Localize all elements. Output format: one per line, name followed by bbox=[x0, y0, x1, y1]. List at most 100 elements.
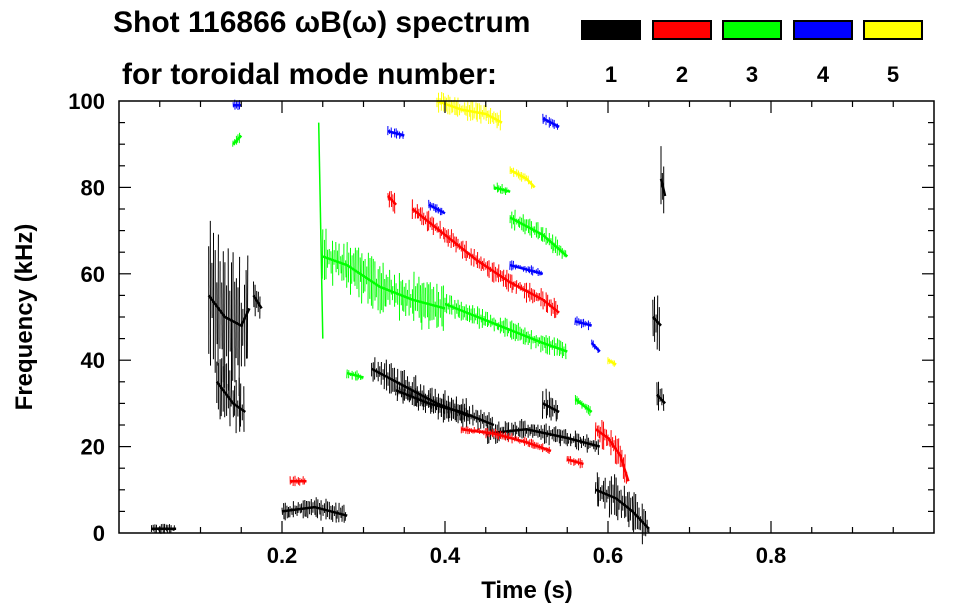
mode-1-segment bbox=[150, 523, 177, 534]
mode-1-texture bbox=[477, 410, 479, 431]
mode-1-segment bbox=[395, 382, 495, 432]
mode-3-segment bbox=[317, 122, 324, 339]
mode-2-texture bbox=[473, 248, 475, 267]
legend-swatch-2 bbox=[652, 20, 712, 40]
legend-swatch-1 bbox=[581, 20, 641, 40]
mode-1-segment bbox=[542, 388, 560, 422]
mode-1-texture bbox=[402, 384, 404, 404]
mode-3-segment bbox=[509, 209, 569, 259]
y-tick-label: 20 bbox=[81, 435, 105, 460]
mode-1-texture bbox=[383, 363, 386, 390]
mode-3-texture bbox=[506, 318, 508, 337]
mode-4-texture bbox=[402, 131, 404, 139]
mode-1-texture bbox=[556, 429, 558, 442]
mode-1-texture bbox=[299, 504, 301, 514]
mode-4-texture bbox=[517, 264, 519, 269]
legend-label-2: 2 bbox=[675, 62, 689, 87]
mode-1-texture bbox=[555, 400, 557, 422]
legend-swatch-5 bbox=[863, 20, 923, 40]
mode-4-segment bbox=[574, 316, 593, 331]
mode-3-texture bbox=[519, 216, 521, 228]
mode-2-trace bbox=[411, 208, 560, 314]
mode-1-segment bbox=[485, 418, 601, 455]
mode-2-texture bbox=[552, 302, 554, 314]
legend-label-1: 1 bbox=[604, 62, 618, 87]
mode-1-texture bbox=[246, 255, 249, 359]
mode-2-segment bbox=[411, 199, 560, 319]
mode-5-segment bbox=[607, 357, 617, 367]
mode-1-texture bbox=[550, 430, 552, 437]
mode-1-texture bbox=[580, 438, 583, 449]
mode-1-texture bbox=[238, 256, 241, 397]
mode-2-texture bbox=[553, 297, 556, 319]
mode-4-texture bbox=[555, 123, 557, 128]
mode-5-segment bbox=[509, 166, 536, 189]
mode-4-texture bbox=[512, 260, 514, 270]
mode-1-texture bbox=[316, 499, 319, 519]
mode-2-texture bbox=[512, 281, 514, 290]
mode-2-texture bbox=[479, 429, 482, 433]
series-mode-1 bbox=[150, 146, 667, 545]
series-mode-4 bbox=[232, 99, 601, 354]
mode-5-texture bbox=[452, 100, 454, 113]
mode-2-texture bbox=[570, 456, 572, 466]
mode-2-texture bbox=[495, 266, 497, 282]
mode-3-texture bbox=[480, 314, 482, 323]
mode-4-segment bbox=[590, 339, 601, 354]
axis-ticks bbox=[119, 101, 934, 533]
mode-1-texture bbox=[220, 358, 223, 417]
mode-1-trace bbox=[659, 178, 667, 197]
mode-5-texture bbox=[470, 100, 472, 121]
series-mode-2 bbox=[289, 190, 630, 487]
mode-1-segment bbox=[659, 146, 667, 214]
mode-2-texture bbox=[452, 233, 455, 248]
mode-1-texture bbox=[281, 507, 283, 515]
mode-3-texture bbox=[543, 337, 546, 349]
mode-2-texture bbox=[446, 230, 448, 243]
mode-2-texture bbox=[515, 280, 518, 294]
mode-1-segment bbox=[655, 381, 667, 411]
axis-tick-labels: 0.2 0.4 0.6 0.8 0 20 40 60 80 100 bbox=[68, 89, 786, 568]
mode-2-texture bbox=[523, 283, 526, 299]
x-tick-label: 0.8 bbox=[756, 543, 787, 568]
mode-3-texture bbox=[493, 184, 495, 190]
mode-3-texture bbox=[321, 229, 324, 279]
mode-1-texture bbox=[431, 397, 433, 409]
mode-3-texture bbox=[532, 226, 534, 233]
legend-label-3: 3 bbox=[745, 62, 759, 87]
mode-1-texture bbox=[596, 472, 599, 507]
mode-3-segment bbox=[346, 369, 364, 381]
mode-3-texture bbox=[484, 311, 487, 326]
mode-1-texture bbox=[422, 392, 425, 411]
mode-3-texture bbox=[346, 242, 348, 288]
mode-1-texture bbox=[586, 434, 588, 453]
chart-title-line2: for toroidal mode number: bbox=[122, 58, 497, 91]
mode-2-texture bbox=[387, 193, 389, 201]
mode-4-texture bbox=[574, 317, 576, 326]
mode-3-texture bbox=[359, 374, 362, 381]
y-tick-label: 60 bbox=[81, 262, 105, 287]
mode-2-texture bbox=[616, 438, 618, 465]
x-tick-label: 0.2 bbox=[267, 543, 298, 568]
series-mode-3 bbox=[232, 122, 593, 416]
series-mode-5 bbox=[436, 91, 617, 367]
mode-3-texture bbox=[550, 238, 552, 250]
chart-title-line1: Shot 116866 ωB(ω) spectrum bbox=[113, 6, 531, 39]
mode-3-texture bbox=[458, 304, 461, 319]
mode-1-texture bbox=[551, 429, 554, 440]
mode-1-segment bbox=[252, 281, 263, 319]
x-axis-label: Time (s) bbox=[481, 577, 573, 604]
mode-3-segment bbox=[232, 132, 243, 147]
mode-4-segment bbox=[542, 113, 560, 130]
mode-1-texture bbox=[620, 489, 622, 518]
mode-1-segment bbox=[215, 358, 247, 434]
legend-label-4: 4 bbox=[816, 62, 830, 87]
mode-1-texture bbox=[592, 440, 595, 450]
mode-4-segment bbox=[387, 125, 405, 139]
mode-2-texture bbox=[599, 426, 601, 443]
mode-3-texture bbox=[497, 322, 500, 331]
mode-1-texture bbox=[416, 390, 418, 407]
mode-4-segment bbox=[509, 260, 544, 277]
mode-5-texture bbox=[495, 113, 497, 123]
